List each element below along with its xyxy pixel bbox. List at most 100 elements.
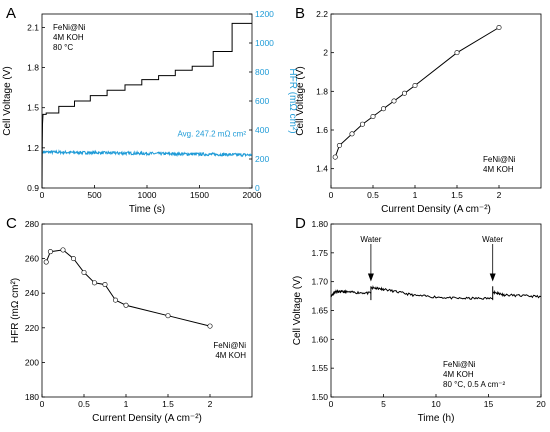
annotation-text: 80 °C [53, 43, 73, 52]
water-arrow-head [489, 273, 496, 282]
data-point [496, 25, 502, 31]
water-arrow-head [367, 273, 374, 282]
y-tick-label: 1.75 [311, 248, 328, 258]
y-tick-label: 0.9 [27, 183, 39, 193]
x-tick-label: 2 [497, 190, 502, 200]
data-point [370, 113, 376, 119]
y-tick-label: 2.1 [27, 22, 39, 32]
x-tick-label: 1.5 [162, 399, 174, 409]
y-tick-label: 1.80 [311, 219, 328, 229]
x-tick-label: 0 [329, 399, 334, 409]
data-point [336, 142, 342, 148]
x-axis-label: Time (s) [129, 204, 165, 215]
plot-frame [41, 223, 253, 398]
data-point [71, 256, 77, 262]
water-event-label: Water [360, 235, 381, 244]
x-axis-label: Current Density (A cm⁻²) [92, 413, 202, 424]
annotation-text: FeNi@Ni [53, 23, 86, 32]
y-tick-label: 200 [25, 357, 39, 367]
data-point [81, 269, 87, 275]
data-point [349, 131, 355, 137]
panel-d: 0 5 10 15 20 1.50 1.55 1.60 1.65 1.70 1.75 1.80 Time… [292, 215, 546, 424]
x-tick-label: 0 [40, 399, 45, 409]
panel-letter: C [6, 215, 17, 232]
annotation-text: 4M KOH [215, 351, 246, 360]
x-tick-label: 500 [87, 190, 101, 200]
data-point [332, 154, 338, 160]
x-axis-label: Time (h) [418, 413, 455, 424]
y-tick-label: 1.8 [316, 86, 328, 96]
y2-tick-label: 0 [255, 183, 260, 193]
panel-letter: A [6, 5, 16, 22]
x-tick-label: 0.5 [78, 399, 90, 409]
y-tick-label: 1.8 [27, 63, 39, 73]
polarization-curve-line [334, 27, 500, 158]
annotation-text: 4M KOH [443, 370, 474, 379]
y-tick-label: 1.2 [27, 143, 39, 153]
y-tick-label: 1.5 [27, 103, 39, 113]
y2-tick-label: 1200 [255, 9, 274, 19]
annotation-text: 4M KOH [483, 165, 514, 174]
data-point [102, 282, 108, 288]
hfr-average-label: Avg. 247.2 mΩ cm² [177, 129, 246, 138]
y2-tick-label: 200 [255, 154, 269, 164]
y-tick-label: 220 [25, 323, 39, 333]
y2-tick-label: 600 [255, 96, 269, 106]
data-point [380, 106, 386, 112]
voltage-trace-line [370, 284, 493, 300]
x-tick-label: 1500 [190, 190, 209, 200]
x-tick-label: 15 [484, 399, 494, 409]
voltage-series-line [41, 22, 252, 189]
data-point [92, 280, 98, 286]
y-tick-label: 1.4 [316, 164, 328, 174]
data-point [43, 259, 49, 265]
data-point [113, 297, 119, 303]
plot-frame [330, 13, 542, 189]
panel-b: 0 0.5 1 1.5 2 1.4 1.6 1.8 2 2.2 Current Density (A… [295, 5, 542, 215]
y2-tick-label: 1000 [255, 38, 274, 48]
x-tick-label: 1 [413, 190, 418, 200]
plot-frame [330, 223, 542, 398]
x-tick-label: 5 [381, 399, 386, 409]
y-tick-label: 1.50 [311, 392, 328, 402]
data-point [123, 302, 129, 308]
y-axis-label: HFR (mΩ cm²) [10, 278, 21, 343]
x-tick-label: 0.5 [367, 190, 379, 200]
y-tick-label: 180 [25, 392, 39, 402]
y-tick-label: 1.6 [316, 125, 328, 135]
hfr-series-line [42, 149, 253, 158]
data-point [412, 83, 418, 89]
x-tick-label: 0 [40, 190, 45, 200]
x-tick-label: 0 [329, 190, 334, 200]
data-point [47, 249, 53, 255]
water-event-label: Water [482, 235, 503, 244]
x-tick-label: 1.5 [451, 190, 463, 200]
data-point [207, 323, 213, 329]
x-tick-label: 2 [208, 399, 213, 409]
y-tick-label: 280 [25, 219, 39, 229]
y2-tick-label: 400 [255, 125, 269, 135]
hfr-curve-line [45, 249, 211, 327]
y-axis-label: Cell Voltage (V) [295, 66, 306, 135]
x-tick-label: 1000 [138, 190, 157, 200]
y-axis-label: Cell Voltage (V) [292, 276, 303, 345]
data-point [60, 247, 66, 253]
x-tick-label: 1 [124, 399, 129, 409]
y-tick-label: 1.60 [311, 334, 328, 344]
panel-letter: B [295, 5, 305, 22]
annotation-text: FeNi@Ni [483, 155, 516, 164]
voltage-trace-line [492, 289, 542, 299]
x-tick-label: 20 [536, 399, 546, 409]
x-tick-label: 2000 [243, 190, 262, 200]
annotation-text: 80 °C, 0.5 A cm⁻² [443, 380, 505, 389]
y2-axis-label: HFR (mΩ cm²) [287, 68, 298, 133]
y-tick-label: 1.55 [311, 363, 328, 373]
panel-letter: D [295, 215, 306, 232]
y-axis-label: Cell Voltage (V) [2, 66, 13, 135]
annotation-text: 4M KOH [53, 33, 84, 42]
data-point [401, 90, 407, 96]
y-tick-label: 1.70 [311, 277, 328, 287]
y-tick-label: 260 [25, 254, 39, 264]
